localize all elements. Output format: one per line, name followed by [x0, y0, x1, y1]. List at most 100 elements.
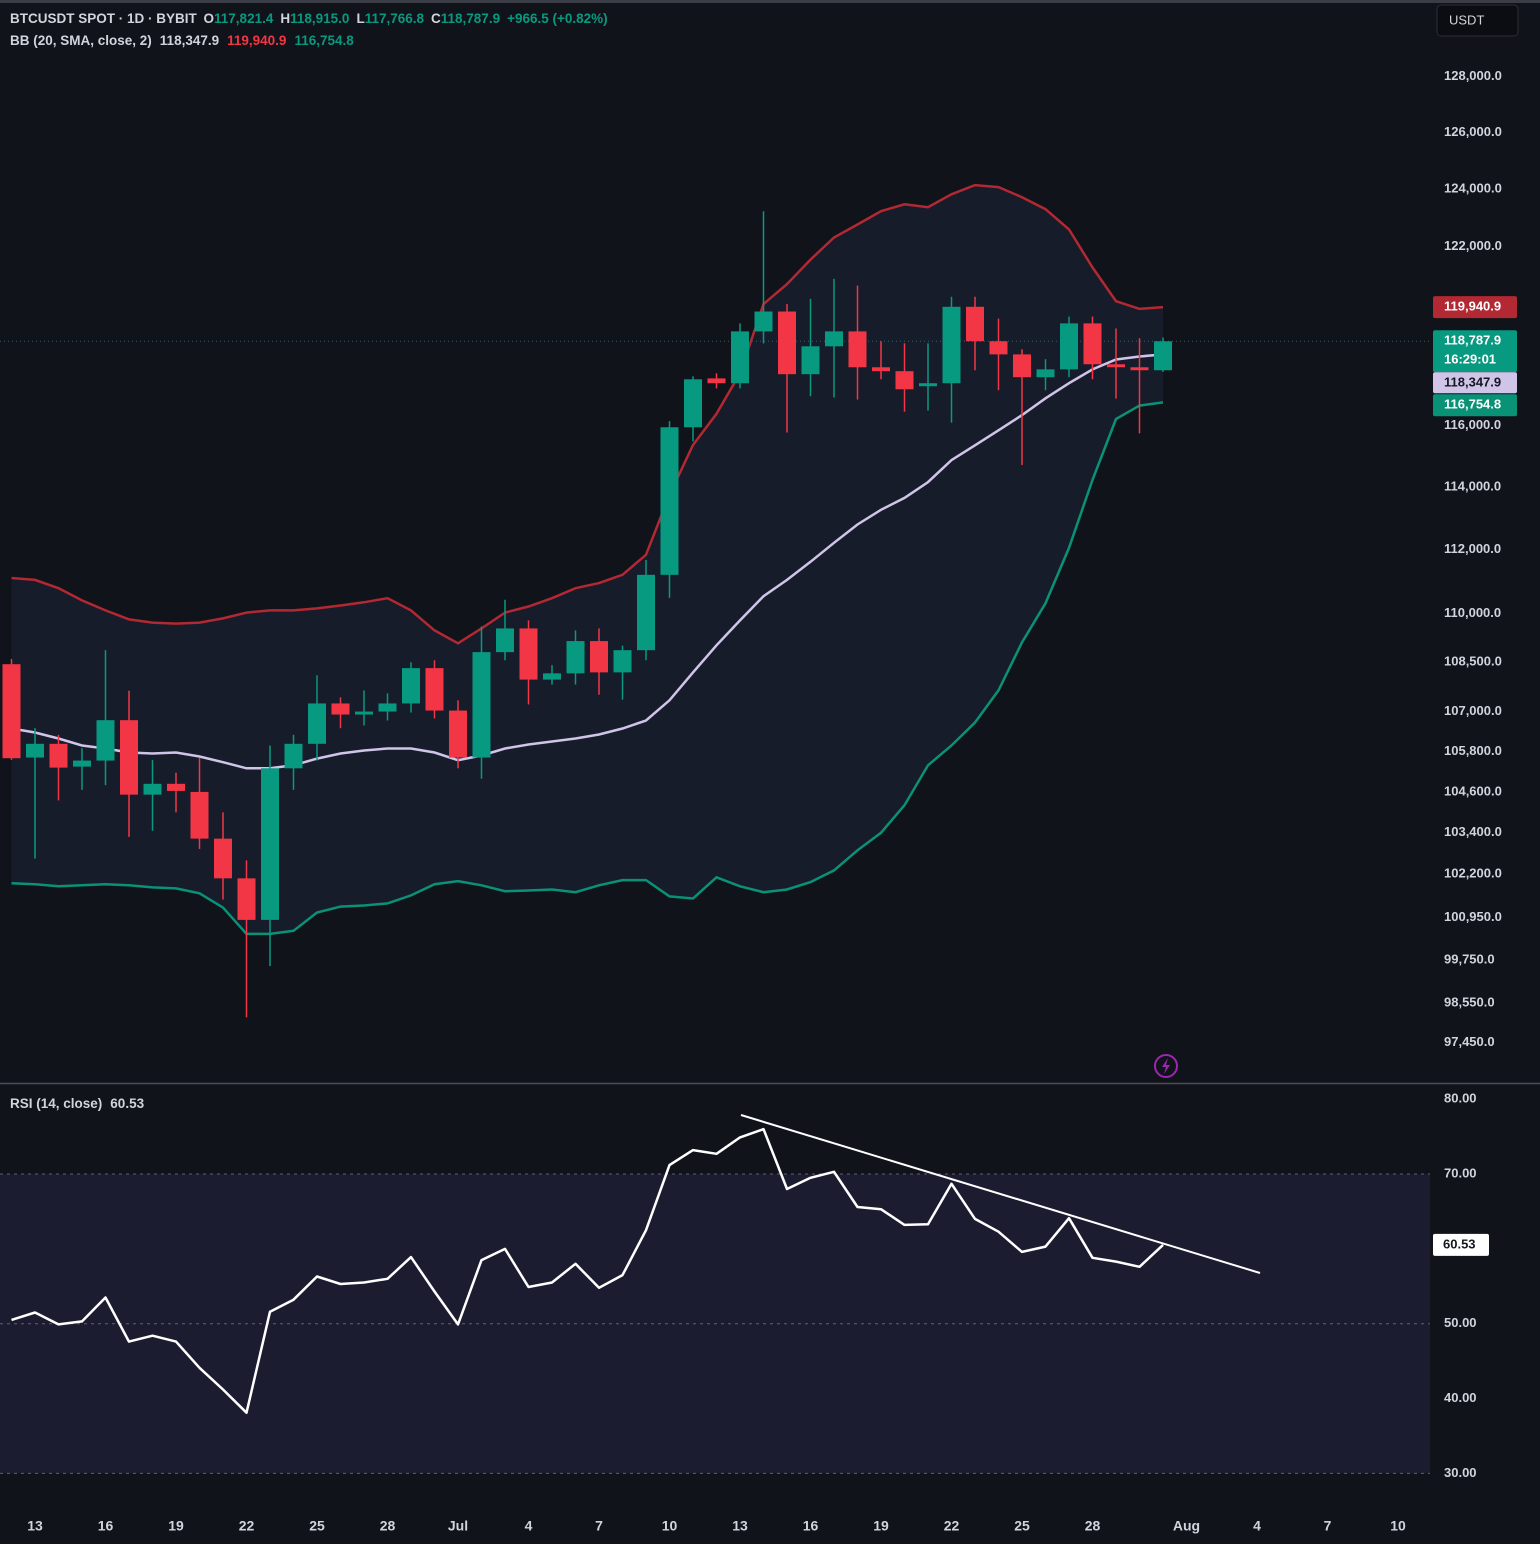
y-tick-label: 112,000.0: [1444, 541, 1501, 556]
candle-body: [1060, 323, 1078, 370]
candle-body: [1013, 354, 1031, 378]
alert-circle: [1154, 1054, 1178, 1078]
candle-body: [73, 760, 91, 767]
x-tick-label: 13: [732, 1518, 748, 1534]
candle-body: [801, 346, 820, 375]
price-tag-text: 118,787.9: [1444, 333, 1501, 348]
price-tag-box: [1433, 330, 1517, 373]
x-tick-label: 10: [662, 1518, 678, 1534]
band-line: [11, 183, 1164, 645]
y-tick-label: 70.00: [1444, 1165, 1477, 1180]
basis-tag-text: 118,347.9: [1444, 375, 1501, 390]
upper-tag-text: 119,940.9: [1444, 299, 1501, 314]
candle-body: [1154, 341, 1172, 371]
x-tick-label: 22: [239, 1518, 255, 1534]
y-tick-label: 107,000.0: [1444, 703, 1502, 718]
high-label: H: [280, 11, 290, 26]
tag-layer: 119,940.9 118,787.9 16:29:01 118,347.9 116,7…: [1433, 296, 1517, 1256]
candle-body: [1083, 323, 1102, 365]
y-tick-label: 30.00: [1444, 1465, 1477, 1480]
main-layer: 128,000.0 126,000.0 124,000.0 122,000.0 116,…: [2, 68, 1502, 1534]
candle-body: [778, 311, 796, 375]
x-tick-label: 19: [873, 1518, 889, 1534]
band-line: [11, 353, 1164, 770]
candle-body: [237, 878, 256, 920]
candle-body: [402, 668, 420, 704]
upper-tag-box: [1433, 296, 1517, 319]
y-tick-label: 114,000.0: [1444, 478, 1501, 493]
symbol: BTCUSDT SPOT · 1D · BYBIT: [10, 11, 198, 26]
symbol-line: BTCUSDT SPOT · 1D · BYBIT O117,821.4 H118,…: [10, 11, 608, 26]
x-tick-label: 16: [98, 1518, 114, 1534]
rsi-value: 60.53: [110, 1096, 144, 1111]
x-tick-label: 28: [380, 1518, 396, 1534]
y-tick-label: 98,550.0: [1444, 994, 1495, 1009]
rsi-line: [11, 1127, 1164, 1414]
rsi-line: RSI (14, close) 60.53: [10, 1096, 145, 1111]
y-tick-label: 100,950.0: [1444, 909, 1502, 924]
candle-body: [308, 703, 326, 744]
candle-body: [754, 311, 773, 332]
low-value: 117,766.8: [365, 11, 425, 26]
candle-body: [1036, 369, 1055, 378]
candle-body: [731, 331, 749, 384]
y-tick-label: 128,000.0: [1444, 68, 1502, 83]
candle-body: [378, 703, 397, 712]
lower-tag-text: 116,754.8: [1444, 397, 1501, 412]
y-tick-label: 104,600.0: [1444, 783, 1502, 798]
candle-body: [919, 383, 937, 387]
open-value: 117,821.4: [214, 11, 274, 26]
candle-body: [143, 783, 162, 795]
change-value: +966.5 (+0.82%): [507, 11, 608, 26]
open-label: O: [204, 11, 215, 26]
y-tick-label: 116,000.0: [1444, 417, 1501, 432]
x-tick-label: 28: [1085, 1518, 1101, 1534]
bb-basis: 118,347.9: [160, 33, 219, 48]
alert-icon: [1154, 1054, 1178, 1078]
candle-body: [848, 331, 867, 368]
bb-line: BB (20, SMA, close, 2) 118,347.9 119,940.9…: [10, 33, 354, 48]
candle-body: [707, 378, 726, 384]
x-tick-label: 16: [803, 1518, 819, 1534]
currency-label[interactable]: USDT: [1449, 12, 1484, 27]
candle-body: [895, 371, 914, 390]
x-tick-label: 25: [1014, 1518, 1030, 1534]
x-tick-label: 7: [1324, 1518, 1332, 1534]
candle-body: [425, 668, 444, 711]
bb-title: BB (20, SMA, close, 2): [10, 33, 152, 48]
candle-body: [543, 673, 561, 680]
y-tick-label: 105,800.0: [1444, 743, 1502, 758]
y-tick-label: 97,450.0: [1444, 1034, 1495, 1049]
candle-body: [449, 710, 467, 758]
y-tick-label: 80.00: [1444, 1091, 1477, 1106]
currency-box[interactable]: [1436, 4, 1519, 37]
candle-body: [989, 341, 1008, 355]
high-value: 118,915.0: [290, 11, 349, 26]
candle-body: [284, 743, 303, 769]
rsi-tag-box: [1433, 1233, 1489, 1256]
close-value: 118,787.9: [441, 11, 500, 26]
candle-body: [613, 650, 632, 673]
candle-body: [566, 641, 585, 674]
candle-body: [96, 720, 115, 761]
x-tick-label: 25: [309, 1518, 325, 1534]
bb-lower: 116,754.8: [294, 33, 354, 48]
y-tick-label: 50.00: [1444, 1315, 1477, 1330]
currency-button[interactable]: USDT: [1436, 4, 1519, 37]
x-tick-label: 13: [27, 1518, 43, 1534]
candle-body: [825, 331, 843, 347]
candle-body: [167, 783, 185, 791]
candle-body: [872, 367, 890, 372]
y-tick-label: 122,000.0: [1444, 238, 1502, 253]
candle-body: [942, 306, 961, 384]
candle-body: [590, 641, 608, 673]
x-tick-label: Aug: [1173, 1518, 1200, 1534]
candle-body: [120, 720, 138, 795]
candle-body: [660, 427, 679, 575]
candle-body: [26, 743, 44, 758]
y-tick-label: 108,500.0: [1444, 654, 1502, 669]
basis-tag-box: [1433, 372, 1517, 394]
candle-body: [331, 703, 350, 715]
